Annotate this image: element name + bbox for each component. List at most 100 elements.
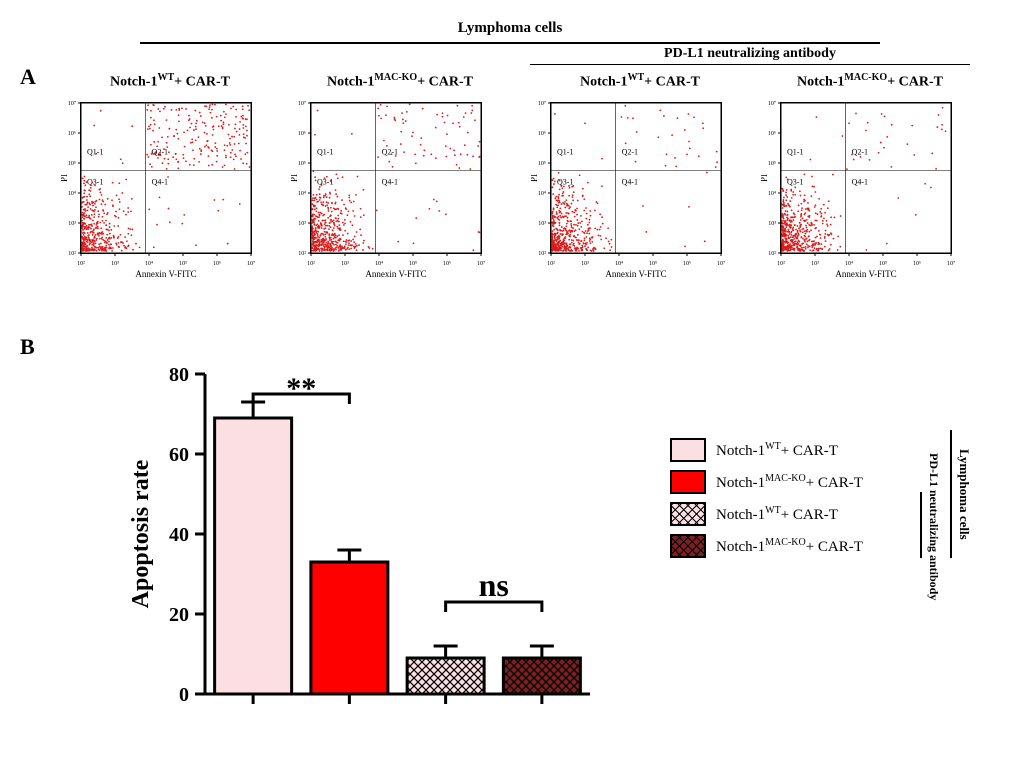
svg-text:10⁴: 10⁴ — [145, 261, 153, 267]
svg-text:Q2-1: Q2-1 — [622, 148, 638, 157]
svg-text:Q4-1: Q4-1 — [382, 178, 398, 187]
svg-text:10⁶: 10⁶ — [538, 131, 546, 137]
svg-text:10⁶: 10⁶ — [298, 131, 306, 137]
svg-text:10⁶: 10⁶ — [683, 261, 691, 267]
legend-sidebars: Lymphoma cells PD-L1 neutralizing antibo… — [890, 430, 1020, 570]
svg-text:Q2-1: Q2-1 — [852, 148, 868, 157]
svg-text:10⁷: 10⁷ — [947, 261, 955, 267]
svg-text:10⁵: 10⁵ — [768, 161, 776, 167]
svg-text:Q3-1: Q3-1 — [557, 178, 573, 187]
svg-text:PI: PI — [531, 174, 539, 182]
svg-text:PI: PI — [61, 174, 69, 182]
cond-label-3: Notch-1MAC-KO+ CAR-T — [770, 72, 970, 91]
bar-2 — [407, 658, 484, 694]
svg-text:10⁴: 10⁴ — [375, 261, 383, 267]
svg-text:10³: 10³ — [811, 261, 819, 267]
bar-chart: 0 20 40 60 80 Apoptosis rate ** ns — [130, 354, 600, 714]
svg-text:10³: 10³ — [111, 261, 119, 267]
svg-text:Q4-1: Q4-1 — [622, 178, 638, 187]
svg-text:10⁶: 10⁶ — [768, 131, 776, 137]
antibody-group-text: PD-L1 neutralizing antibody — [664, 46, 836, 61]
svg-text:10⁵: 10⁵ — [649, 261, 657, 267]
panel-a: A PD-L1 neutralizing antibody Notch-1WT+… — [20, 54, 1000, 314]
svg-text:10⁷: 10⁷ — [477, 261, 485, 267]
svg-text:10⁴: 10⁴ — [298, 191, 306, 197]
svg-text:10²: 10² — [77, 261, 85, 267]
svg-text:Q4-1: Q4-1 — [852, 178, 868, 187]
svg-text:10⁵: 10⁵ — [68, 161, 76, 167]
svg-text:10³: 10³ — [298, 221, 306, 227]
svg-text:10⁶: 10⁶ — [68, 131, 76, 137]
svg-text:10⁴: 10⁴ — [845, 261, 853, 267]
svg-text:10⁵: 10⁵ — [538, 161, 546, 167]
legend-swatch-1 — [670, 470, 706, 494]
legend-label-3: Notch-1MAC-KO+ CAR-T — [716, 537, 863, 556]
cond-label-1: Notch-1MAC-KO+ CAR-T — [300, 72, 500, 91]
legend-sidebar-outer: Lymphoma cells — [956, 430, 972, 558]
svg-text:10⁷: 10⁷ — [68, 101, 76, 107]
svg-text:Annexin V-FITC: Annexin V-FITC — [605, 269, 666, 279]
svg-text:10²: 10² — [777, 261, 785, 267]
svg-text:10²: 10² — [538, 251, 546, 257]
panel-a-letter: A — [20, 64, 36, 90]
antibody-group-label: PD-L1 neutralizing antibody — [530, 46, 970, 65]
svg-text:0: 0 — [179, 684, 189, 706]
svg-text:10³: 10³ — [68, 221, 76, 227]
svg-text:Q4-1: Q4-1 — [152, 178, 168, 187]
svg-text:Q1-1: Q1-1 — [87, 148, 103, 157]
svg-text:10⁷: 10⁷ — [538, 101, 546, 107]
legend-swatch-3 — [670, 534, 706, 558]
figure-top-title: Lymphoma cells — [20, 20, 1000, 39]
facs-plot-0: Q1-1Q2-1Q3-1Q4-110²10²10³10³10⁴10⁴10⁵10⁵… — [80, 102, 252, 254]
svg-text:Apoptosis rate: Apoptosis rate — [130, 459, 154, 608]
svg-text:10²: 10² — [298, 251, 306, 257]
facs-plot-2: Q1-1Q2-1Q3-1Q4-110²10²10³10³10⁴10⁴10⁵10⁵… — [550, 102, 722, 254]
svg-text:10⁵: 10⁵ — [409, 261, 417, 267]
svg-text:10²: 10² — [68, 251, 76, 257]
svg-text:60: 60 — [169, 444, 189, 466]
bar-chart-svg: 0 20 40 60 80 Apoptosis rate ** ns — [130, 354, 600, 734]
svg-text:ns: ns — [479, 567, 509, 603]
svg-text:10²: 10² — [307, 261, 315, 267]
legend-swatch-2 — [670, 502, 706, 526]
bar-3 — [503, 658, 580, 694]
svg-text:10⁶: 10⁶ — [213, 261, 221, 267]
legend-swatch-0 — [670, 438, 706, 462]
svg-text:10²: 10² — [547, 261, 555, 267]
svg-text:10⁷: 10⁷ — [298, 101, 306, 107]
legend-label-1: Notch-1MAC-KO+ CAR-T — [716, 473, 863, 492]
svg-text:10³: 10³ — [538, 221, 546, 227]
bar-0 — [215, 418, 292, 694]
top-rule — [140, 42, 880, 44]
facs-plot-3: Q1-1Q2-1Q3-1Q4-110²10²10³10³10⁴10⁴10⁵10⁵… — [780, 102, 952, 254]
legend-label-0: Notch-1WT+ CAR-T — [716, 441, 838, 460]
svg-text:20: 20 — [169, 604, 189, 626]
svg-text:Q1-1: Q1-1 — [787, 148, 803, 157]
svg-text:Q3-1: Q3-1 — [787, 178, 803, 187]
legend-label-2: Notch-1WT+ CAR-T — [716, 505, 838, 524]
cond-label-0: Notch-1WT+ CAR-T — [70, 72, 270, 91]
svg-text:Annexin V-FITC: Annexin V-FITC — [835, 269, 896, 279]
svg-text:Q1-1: Q1-1 — [317, 148, 333, 157]
svg-text:40: 40 — [169, 524, 189, 546]
svg-text:10²: 10² — [768, 251, 776, 257]
svg-text:10⁶: 10⁶ — [443, 261, 451, 267]
legend-sidebar-inner: PD-L1 neutralizing antibody — [926, 442, 941, 612]
svg-text:10⁷: 10⁷ — [717, 261, 725, 267]
cond-label-2: Notch-1WT+ CAR-T — [540, 72, 740, 91]
svg-text:80: 80 — [169, 364, 189, 386]
svg-text:10³: 10³ — [341, 261, 349, 267]
svg-text:10⁴: 10⁴ — [538, 191, 546, 197]
svg-text:Annexin V-FITC: Annexin V-FITC — [135, 269, 196, 279]
svg-text:10⁵: 10⁵ — [879, 261, 887, 267]
svg-text:10⁴: 10⁴ — [68, 191, 76, 197]
legend: Notch-1WT+ CAR-T Notch-1MAC-KO+ CAR-T Notc… — [670, 434, 990, 562]
svg-text:10⁵: 10⁵ — [298, 161, 306, 167]
svg-text:10⁶: 10⁶ — [913, 261, 921, 267]
svg-text:10⁷: 10⁷ — [768, 101, 776, 107]
bar-1 — [311, 562, 388, 694]
svg-text:**: ** — [286, 372, 316, 405]
figure-root: Lymphoma cells A PD-L1 neutralizing anti… — [20, 20, 1000, 744]
svg-text:10³: 10³ — [768, 221, 776, 227]
svg-text:10⁴: 10⁴ — [768, 191, 776, 197]
